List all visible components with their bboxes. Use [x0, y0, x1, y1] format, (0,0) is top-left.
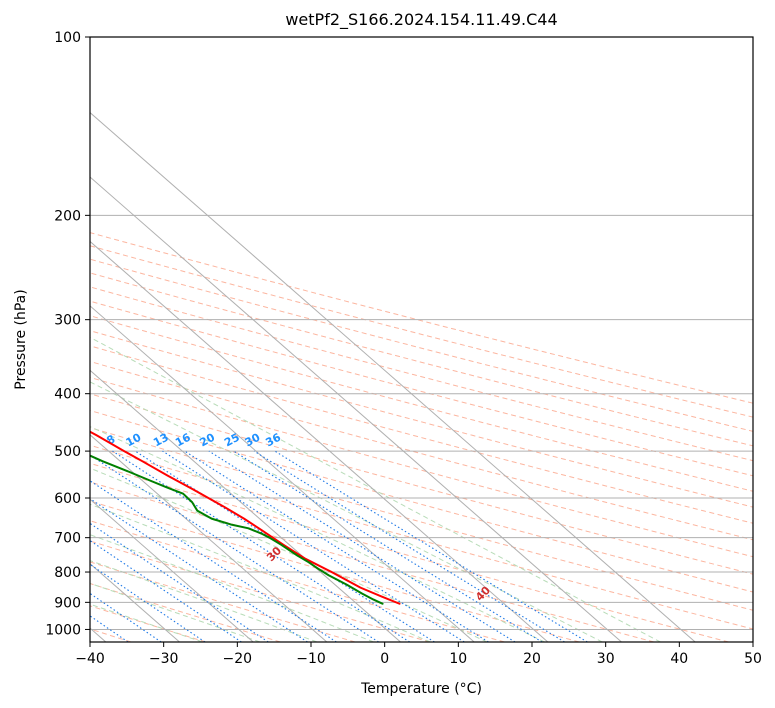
dry-adiabat [90, 444, 753, 630]
mixing-ratio-label: 36 [263, 431, 283, 450]
y-tick-label: 700 [54, 531, 81, 547]
mixing-ratio-label: 16 [173, 431, 193, 450]
mixing-ratio-label: 20 [197, 431, 217, 450]
mixing-ratio-line [208, 450, 516, 642]
y-tick-label: 1000 [45, 622, 81, 638]
chart-title: wetPf2_S166.2024.154.11.49.C44 [285, 10, 557, 30]
y-tick-label: 900 [54, 595, 81, 611]
y-tick-label: 800 [54, 565, 81, 581]
mixing-ratio-label: 30 [243, 431, 263, 450]
dry-adiabat [90, 232, 753, 404]
dry-adiabat [90, 330, 753, 508]
mixing-ratio-line [184, 450, 489, 642]
dry-adiabat [90, 500, 580, 642]
x-tick-label: 50 [744, 651, 762, 667]
temperature-profile-line [90, 430, 401, 605]
moist-adiabat [90, 336, 661, 642]
dry-adiabat [90, 258, 753, 432]
mixing-ratio-line [233, 450, 543, 642]
moist-adiabat [90, 467, 488, 642]
mixing-ratio-label: 10 [124, 431, 144, 450]
mixing-ratio-line [90, 454, 379, 642]
mixing-ratio-line [162, 450, 465, 642]
mixing-ratio-line [253, 450, 565, 642]
isotherm-line [90, 498, 254, 642]
mixing-ratio-label: 25 [222, 431, 242, 450]
x-tick-label: 0 [380, 651, 389, 667]
moist-adiabat [90, 426, 545, 642]
y-tick-label: 600 [54, 491, 81, 507]
dry-adiabat [90, 427, 753, 611]
isotherm-line [90, 305, 475, 642]
x-tick-label: −10 [296, 651, 326, 667]
mixing-ratio-line [90, 522, 269, 642]
y-tick-label: 200 [54, 208, 81, 224]
dry-adiabat [90, 300, 753, 477]
isotherm-line [90, 369, 401, 642]
x-tick-label: 10 [449, 651, 467, 667]
mixing-ratio-line [134, 450, 435, 642]
isotherm-line [90, 240, 549, 642]
moist-adiabat [90, 381, 603, 642]
plot-area: 0.10.20.40.611.52346810131620253036-100-… [90, 37, 753, 642]
mixing-ratio-line [112, 450, 410, 642]
dry-adiabat [90, 481, 655, 642]
x-axis-label: Temperature (°C) [360, 681, 482, 697]
isotherm-line [90, 111, 696, 642]
y-tick-label: 400 [54, 387, 81, 403]
x-tick-label: 40 [670, 651, 688, 667]
dry-adiabat [90, 286, 753, 462]
y-tick-label: 300 [54, 313, 81, 329]
mixing-ratio-label: 13 [151, 431, 171, 450]
plot-frame [89, 36, 754, 643]
y-axis-label: Pressure (hPa) [13, 289, 29, 389]
x-tick-label: −40 [75, 651, 105, 667]
dewpoint-profile-line [90, 454, 384, 605]
isotherm-line [90, 176, 622, 642]
dry-adiabat [90, 462, 729, 642]
mixing-ratio-line [90, 539, 242, 642]
x-tick-label: 20 [523, 651, 541, 667]
x-tick-label: −20 [223, 651, 253, 667]
y-tick-label: 500 [54, 444, 81, 460]
x-tick-label: −30 [149, 651, 179, 667]
moist-adiabat [90, 534, 374, 642]
axis-ticks: −40 −30 −20 −10 0 10 20 30 40 50 100 200 300 400 500 60… [45, 30, 762, 667]
dry-adiabat [90, 520, 505, 642]
y-tick-label: 100 [54, 30, 81, 46]
x-tick-label: 30 [597, 651, 615, 667]
isotherm-line [90, 434, 328, 642]
